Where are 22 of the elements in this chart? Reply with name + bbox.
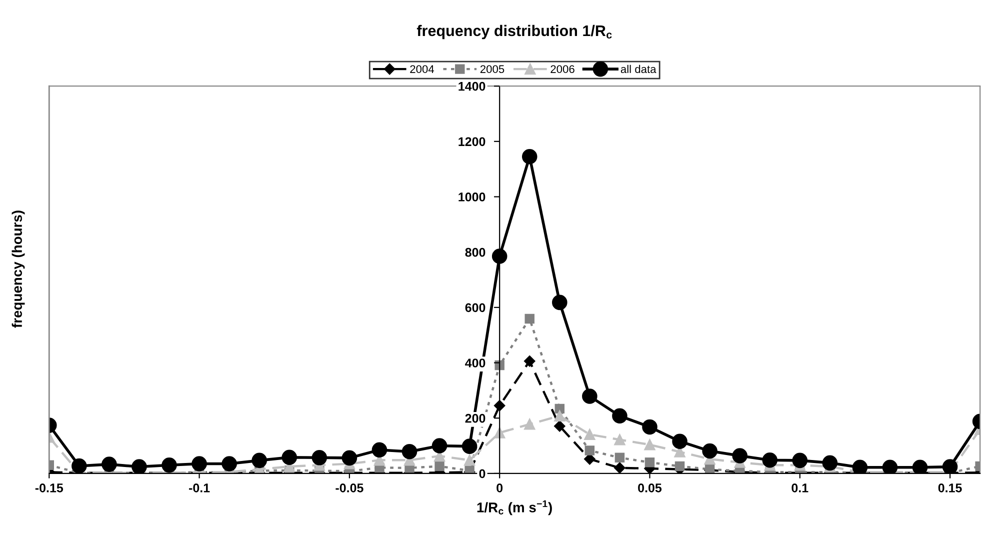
x-tick-label: 0: [496, 483, 503, 492]
y-tick-label: 1000: [458, 192, 486, 202]
y-axis-title: frequency (hours): [12, 210, 25, 328]
legend-label: 2004: [410, 65, 434, 74]
legend-label: all data: [620, 64, 656, 74]
y-tick-label: 0: [479, 469, 486, 478]
x-tick-label: -0.1: [189, 483, 210, 492]
x-axis-title: 1/R$_{c}$ (m s$^{−1}$): [477, 500, 552, 516]
x-tick-label: 0.1: [792, 483, 808, 492]
legend-label: 2005: [480, 65, 504, 74]
x-tick-label: -0.05: [336, 483, 364, 492]
y-tick-label: 200: [465, 414, 486, 423]
x-tick-label: 0.15: [938, 483, 962, 492]
y-tick-label: 1200: [458, 137, 486, 146]
y-tick-label: 1400: [458, 82, 486, 91]
y-tick-label: 800: [465, 248, 486, 257]
chart-title: frequency distribution 1/R$_{c}$: [416, 24, 612, 40]
legend-label: 2006: [550, 65, 574, 74]
x-tick-label: -0.15: [35, 483, 64, 492]
x-tick-label: 0.05: [638, 483, 662, 492]
y-tick-label: 600: [465, 303, 486, 312]
y-tick-label: 400: [465, 358, 486, 368]
